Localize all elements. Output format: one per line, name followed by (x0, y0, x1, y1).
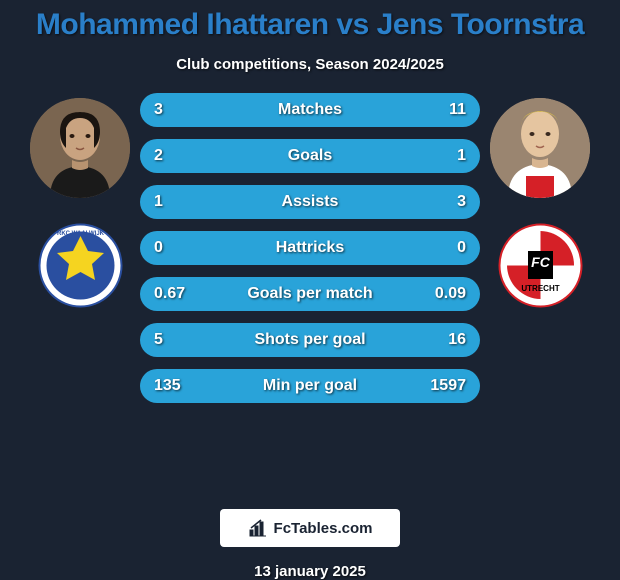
stats-list: 3Matches11 2Goals1 1Assists3 0Hattricks0 0.6… (140, 93, 480, 403)
stat-right-value: 3 (426, 193, 466, 211)
left-side: RKC WAALWIJK (20, 93, 140, 308)
subtitle: Club competitions, Season 2024/2025 (176, 56, 444, 73)
svg-text:FC: FC (531, 254, 551, 270)
stat-right-value: 0 (426, 239, 466, 257)
stat-row: 1Assists3 (140, 185, 480, 219)
stat-row: 5Shots per goal16 (140, 323, 480, 357)
stat-left-value: 0.67 (154, 285, 194, 303)
stat-left-value: 135 (154, 377, 194, 395)
player-right-silhouette (490, 98, 590, 198)
stat-row: 2Goals1 (140, 139, 480, 173)
main-area: RKC WAALWIJK 3Matches11 2Goals1 1Assists3 0… (0, 93, 620, 501)
stat-left-value: 2 (154, 147, 194, 165)
stat-right-value: 1597 (426, 377, 466, 395)
page-title: Mohammed Ihattaren vs Jens Toornstra (36, 8, 584, 42)
stat-right-value: 16 (426, 331, 466, 349)
player-left-avatar (30, 98, 130, 198)
fc-utrecht-badge-icon: FC UTRECHT (498, 223, 583, 308)
club-left-badge: RKC WAALWIJK (38, 223, 123, 308)
infographic-container: Mohammed Ihattaren vs Jens Toornstra Clu… (0, 0, 620, 580)
stat-row: 135Min per goal1597 (140, 369, 480, 403)
chart-icon (248, 518, 268, 538)
stat-left-value: 0 (154, 239, 194, 257)
date-text: 13 january 2025 (254, 563, 366, 580)
player-left-silhouette (30, 98, 130, 198)
stat-row: 0.67Goals per match0.09 (140, 277, 480, 311)
rkc-waalwijk-badge-icon: RKC WAALWIJK (38, 223, 123, 308)
logo-text: FcTables.com (274, 520, 373, 537)
stat-row: 3Matches11 (140, 93, 480, 127)
stat-right-value: 1 (426, 147, 466, 165)
right-side: FC UTRECHT (480, 93, 600, 308)
stat-row: 0Hattricks0 (140, 231, 480, 265)
footer: FcTables.com 13 january 2025 (220, 509, 400, 580)
stat-left-value: 3 (154, 101, 194, 119)
fctables-logo: FcTables.com (220, 509, 400, 547)
stat-right-value: 0.09 (426, 285, 466, 303)
stat-right-value: 11 (426, 101, 466, 119)
svg-text:RKC WAALWIJK: RKC WAALWIJK (57, 231, 105, 237)
svg-text:UTRECHT: UTRECHT (521, 284, 559, 293)
stat-left-value: 1 (154, 193, 194, 211)
club-right-badge: FC UTRECHT (498, 223, 583, 308)
player-right-avatar (490, 98, 590, 198)
stat-left-value: 5 (154, 331, 194, 349)
